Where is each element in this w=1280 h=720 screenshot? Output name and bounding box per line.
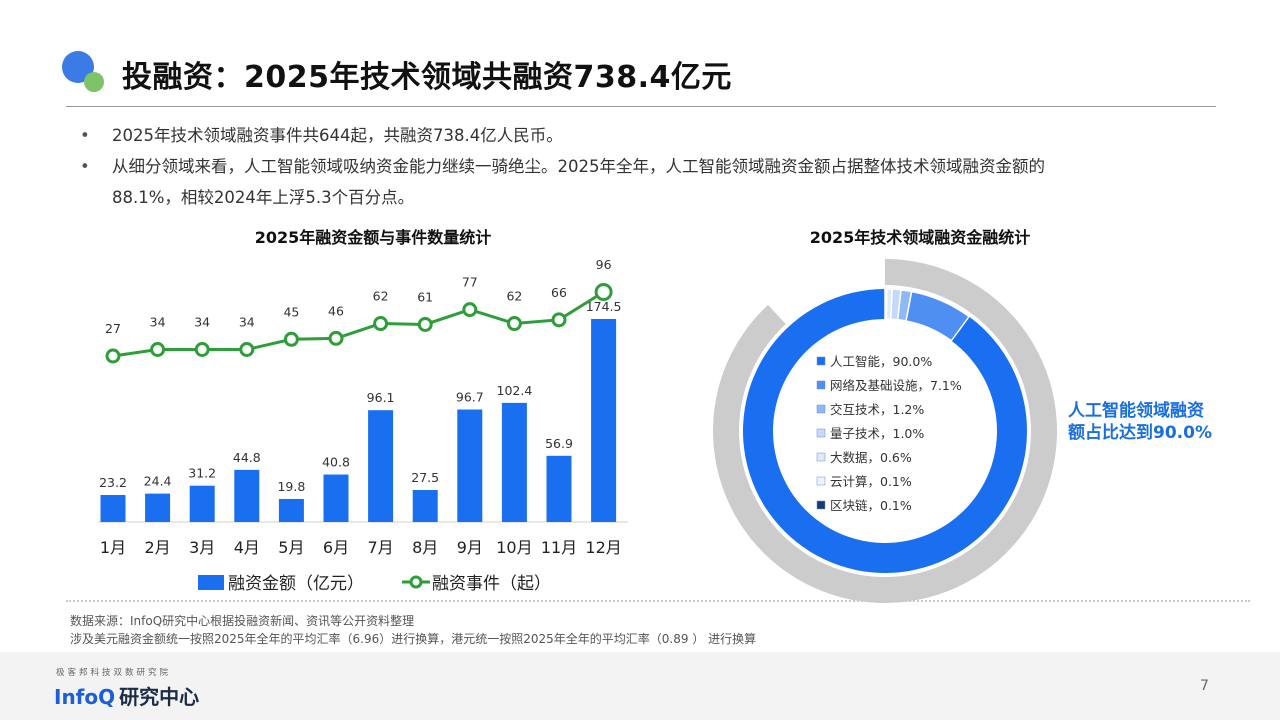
event-value-label: 34 <box>239 315 255 330</box>
bar-value-label: 40.8 <box>322 455 350 470</box>
ai-share-callout: 人工智能领域融资额占比达到90.0% <box>1068 401 1212 443</box>
bar-value-label: 44.8 <box>233 450 261 465</box>
event-value-label: 34 <box>194 315 210 330</box>
event-value-label: 27 <box>105 321 121 336</box>
source-divider <box>66 600 1250 602</box>
bar-value-label: 23.2 <box>99 475 127 490</box>
donut-legend-swatch <box>816 428 826 438</box>
x-tick-label: 8月 <box>412 538 438 557</box>
x-tick-label: 3月 <box>189 538 215 557</box>
event-point-3 <box>194 342 210 358</box>
event-point-1 <box>105 348 121 364</box>
footer-logo: InfoQ 研究中心 <box>54 685 200 709</box>
bar-12 <box>591 319 617 522</box>
event-value-label: 45 <box>283 304 299 319</box>
bar-value-label: 24.4 <box>144 474 172 489</box>
bar-value-label: 102.4 <box>497 383 533 398</box>
bar-value-label: 96.1 <box>367 390 395 405</box>
bar-value-label: 19.8 <box>277 479 305 494</box>
donut-legend-swatch <box>816 404 826 414</box>
bar-10 <box>501 402 527 522</box>
event-value-label: 96 <box>596 257 612 272</box>
event-point-7 <box>373 316 389 332</box>
x-tick-label: 5月 <box>278 538 304 557</box>
footer-tagline: 极客邦科技双数研究院 <box>56 668 172 678</box>
event-point-10 <box>506 316 522 332</box>
x-tick-label: 4月 <box>234 538 260 557</box>
event-point-9 <box>462 302 478 318</box>
x-tick-label: 2月 <box>145 538 171 557</box>
event-point-4 <box>239 342 255 358</box>
events-line <box>112 290 605 358</box>
bar-value-label: 96.7 <box>456 390 484 405</box>
bar-5 <box>278 498 304 522</box>
legend-line-marker <box>409 575 423 589</box>
event-point-12 <box>594 283 613 301</box>
bar-9 <box>457 409 483 522</box>
bullet-list: 2025年技术领域融资事件共644起，共融资738.4亿人民币。 从细分领域来看… <box>76 120 1206 213</box>
donut-legend-label: 云计算，0.1% <box>830 474 912 489</box>
bar-value-label: 56.9 <box>545 436 573 451</box>
bar-value-label: 27.5 <box>411 470 439 485</box>
bar-3 <box>189 485 215 522</box>
bar-value-label: 174.5 <box>586 299 622 314</box>
event-value-label: 46 <box>328 303 344 318</box>
legend-bar-swatch <box>198 575 224 590</box>
event-value-label: 61 <box>417 289 433 304</box>
bar-1 <box>100 495 126 522</box>
bar-4 <box>234 469 260 522</box>
donut-legend-label: 人工智能，90.0% <box>830 354 932 369</box>
event-point-11 <box>551 312 567 328</box>
title-logo-icon <box>58 48 108 94</box>
bar-11 <box>546 455 572 522</box>
x-tick-label: 12月 <box>585 538 621 557</box>
bar-7 <box>368 410 394 522</box>
donut-legend-swatch <box>816 476 826 486</box>
donut-legend-label: 区块链，0.1% <box>830 498 912 513</box>
donut-legend-label: 量子技术，1.0% <box>830 426 924 441</box>
donut-legend-label: 交互技术，1.2% <box>830 402 924 417</box>
bar-chart-title: 2025年融资金额与事件数量统计 <box>254 228 492 247</box>
source-note: 数据来源：InfoQ研究中心根据投融资新闻、资讯等公开资料整理 <box>70 614 415 628</box>
bar-2 <box>145 493 171 522</box>
donut-chart-title: 2025年技术领域融资金融统计 <box>809 228 1031 247</box>
bullet-item-2: 从细分领域来看，人工智能领域吸纳资金能力继续一骑绝尘。2025年全年，人工智能领… <box>76 151 1206 213</box>
event-point-8 <box>417 316 433 332</box>
x-tick-label: 1月 <box>100 538 126 557</box>
event-value-label: 77 <box>462 275 478 290</box>
donut-slice-7 <box>884 288 887 320</box>
page-number: 7 <box>1200 678 1209 694</box>
bar-8 <box>412 490 438 522</box>
event-point-6 <box>328 330 344 346</box>
event-value-label: 66 <box>551 285 567 300</box>
donut-legend-label: 网络及基础设施，7.1% <box>830 378 962 393</box>
legend-bar-label: 融资金额（亿元） <box>228 574 364 594</box>
donut-legend-swatch <box>816 452 826 462</box>
page-title: 投融资：2025年技术领域共融资738.4亿元 <box>122 60 732 95</box>
bar-value-label: 31.2 <box>188 466 216 481</box>
x-tick-label: 11月 <box>541 538 577 557</box>
title-divider <box>66 106 1216 107</box>
footer-band <box>0 652 1280 720</box>
donut-legend-swatch <box>816 500 826 510</box>
x-tick-label: 9月 <box>457 538 483 557</box>
x-tick-label: 7月 <box>368 538 394 557</box>
bar-6 <box>323 474 349 522</box>
x-tick-label: 10月 <box>496 538 532 557</box>
donut-legend-label: 大数据，0.6% <box>830 450 912 465</box>
event-value-label: 62 <box>506 289 522 304</box>
event-value-label: 34 <box>150 315 166 330</box>
donut-legend-swatch <box>816 356 826 366</box>
donut-legend-swatch <box>816 380 826 390</box>
x-tick-label: 6月 <box>323 538 349 557</box>
donut-slice-2 <box>905 290 971 342</box>
legend-line-label: 融资事件（起） <box>432 574 551 594</box>
exchange-rate-note: 涉及美元融资金额统一按照2025年全年的平均汇率（6.96）进行换算，港元统一按… <box>70 632 757 646</box>
event-point-5 <box>283 331 299 347</box>
event-value-label: 62 <box>373 289 389 304</box>
event-point-2 <box>150 342 166 358</box>
bullet-item-1: 2025年技术领域融资事件共644起，共融资738.4亿人民币。 <box>76 120 1206 151</box>
